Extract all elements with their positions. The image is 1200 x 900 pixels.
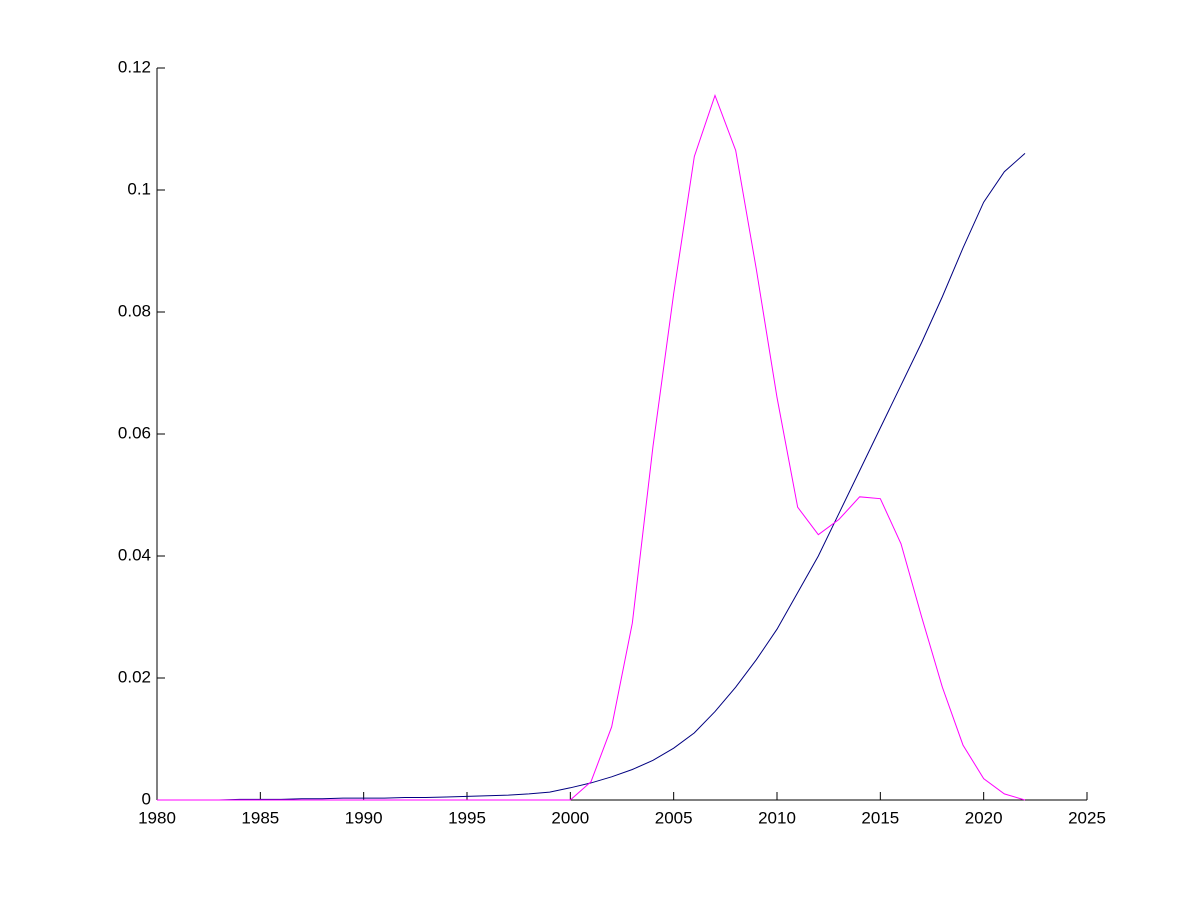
y-tick-label: 0 <box>142 789 151 808</box>
data-line <box>157 93 1026 801</box>
y-tick-label: 0.1 <box>127 179 151 198</box>
y-tick-label: 0.02 <box>118 667 151 686</box>
y-tick-label: 0.04 <box>118 545 151 564</box>
x-tick-label: 2020 <box>965 808 1003 827</box>
x-tick-label: 1995 <box>448 808 486 827</box>
y-tick-label: 0.06 <box>118 423 151 442</box>
x-tick-label: 2000 <box>551 808 589 827</box>
data-line <box>157 153 1026 801</box>
x-tick-label: 2025 <box>1068 808 1106 827</box>
x-tick-label: 1980 <box>138 808 176 827</box>
x-tick-label: 2010 <box>758 808 796 827</box>
x-tick-label: 1985 <box>241 808 279 827</box>
x-tick-label: 2005 <box>655 808 693 827</box>
x-tick-label: 1990 <box>345 808 383 827</box>
y-tick-label: 0.08 <box>118 301 151 320</box>
x-tick-label: 2015 <box>861 808 899 827</box>
y-tick-label: 0.12 <box>118 57 151 76</box>
